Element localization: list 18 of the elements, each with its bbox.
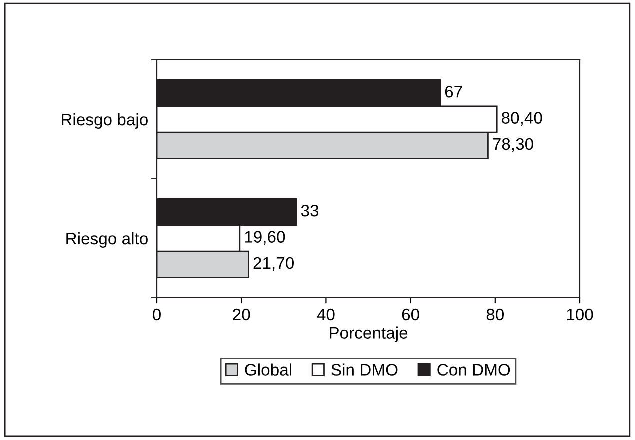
x-tick-label: 20 [233, 308, 250, 321]
x-tick-label: 60 [402, 308, 420, 321]
data-label: 21,70 [254, 257, 294, 272]
data-label: 78,30 [493, 138, 534, 152]
legend-label: Con DMO [438, 364, 510, 376]
x-tick-label: 0 [153, 308, 161, 321]
data-label: 19,60 [245, 231, 286, 245]
y-tick-label: Riesgo bajo [62, 113, 148, 129]
y-tick-label: Riesgo alto [66, 232, 148, 248]
x-tick-label: 80 [486, 308, 504, 321]
data-label: 67 [445, 86, 462, 98]
x-tick-label: 40 [317, 308, 335, 321]
legend-label: Sin DMO [332, 364, 398, 376]
x-tick-label: 100 [567, 308, 594, 321]
data-label: 80,40 [502, 112, 542, 126]
data-label: 33 [301, 204, 319, 217]
x-axis-title: Porcentaje [330, 326, 408, 342]
legend-label: Global [245, 364, 292, 376]
